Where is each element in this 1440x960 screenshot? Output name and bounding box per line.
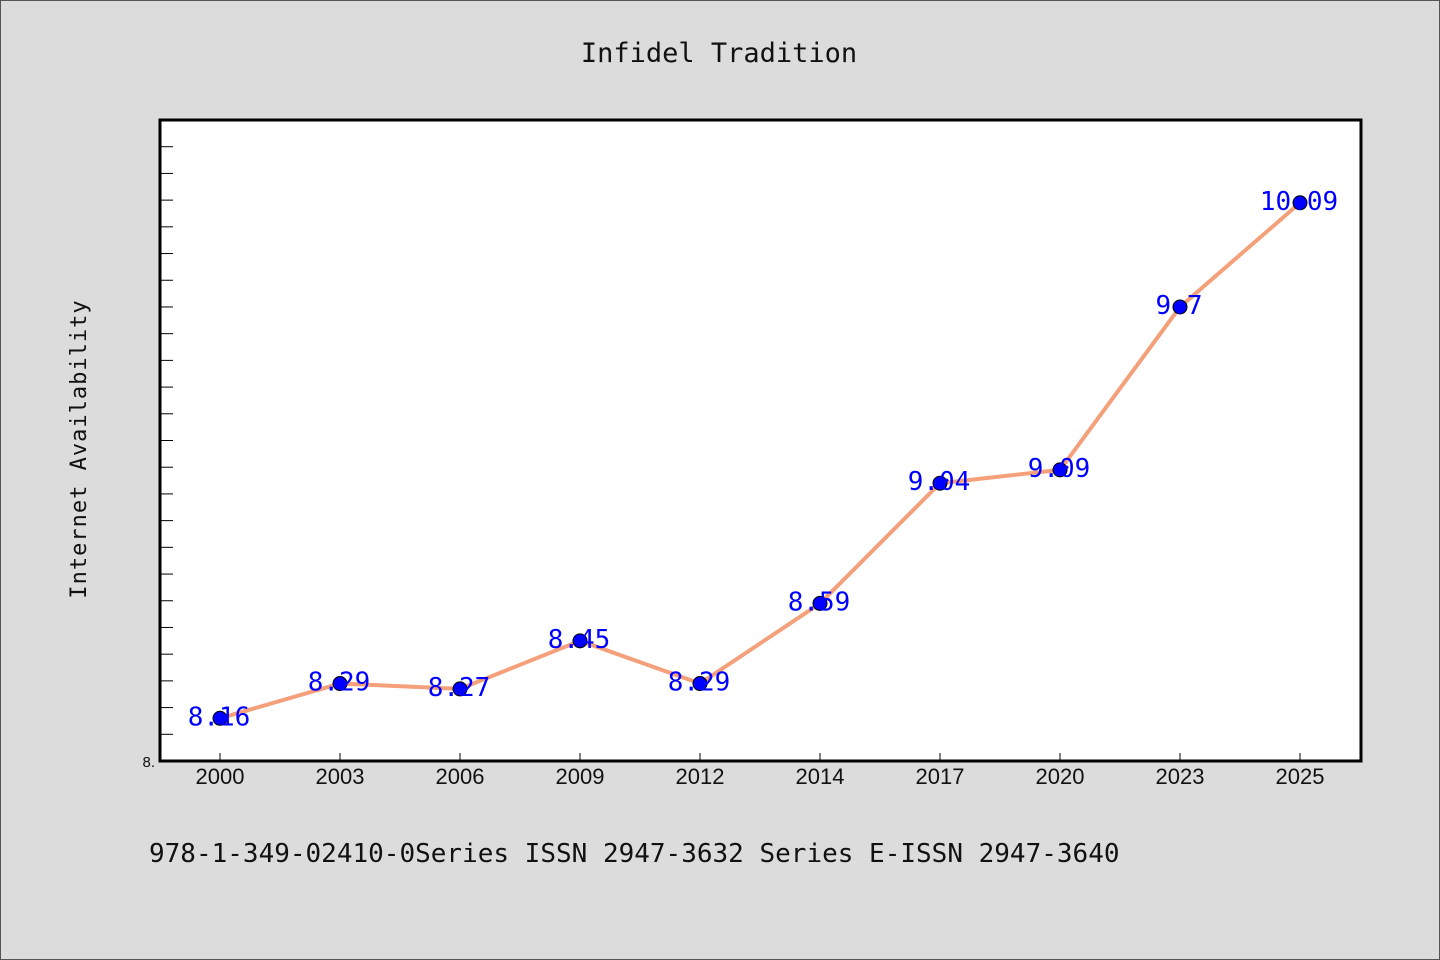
- y-axis-ticks: [160, 146, 173, 735]
- x-tick-label: 2017: [916, 764, 965, 789]
- data-labels: 8.16 8.29 8.27 8.45 8.29 8.59 9.04 9.09 9.7 10.09: [188, 187, 1338, 732]
- x-tick-label: 2020: [1036, 764, 1085, 789]
- data-label: 8.16: [188, 702, 251, 732]
- data-label: 10.09: [1260, 187, 1338, 217]
- data-point: [932, 475, 948, 491]
- data-label: 9.04: [908, 467, 971, 497]
- y-axis-label: Internet Availability: [67, 299, 92, 598]
- data-point: [1292, 195, 1308, 211]
- y-axis-min-label: 8.: [142, 754, 155, 771]
- x-tick-label: 2023: [1156, 764, 1205, 789]
- plot-area: [158, 118, 1363, 763]
- x-tick-label: 2025: [1276, 764, 1325, 789]
- data-point: [452, 681, 468, 697]
- data-label: 8.29: [308, 668, 371, 698]
- data-label: 8.27: [428, 673, 491, 703]
- x-tick-label: 2000: [196, 764, 245, 789]
- chart-title: Infidel Tradition: [581, 38, 857, 69]
- data-point: [1172, 299, 1188, 315]
- data-label: 8.45: [548, 625, 611, 655]
- data-label: 9.09: [1028, 454, 1091, 484]
- data-label: 8.59: [788, 587, 851, 617]
- x-tick-label: 2009: [556, 764, 605, 789]
- data-label: 8.29: [668, 668, 731, 698]
- data-point: [572, 633, 588, 649]
- series-line: [219, 201, 1302, 721]
- x-tick-label: 2012: [676, 764, 725, 789]
- data-label: 9.7: [1156, 291, 1203, 321]
- x-tick-label: 2014: [796, 764, 845, 789]
- series-0: [212, 195, 1308, 726]
- data-point: [1052, 462, 1068, 478]
- data-point: [812, 595, 828, 611]
- x-tick-label: 2003: [316, 764, 365, 789]
- data-point: [212, 710, 228, 726]
- data-point: [692, 676, 708, 692]
- data-point: [332, 676, 348, 692]
- x-axis-ticks: 2000 2003 2006 2009 2012 2014 2017 2020 2023 2025: [196, 753, 1325, 789]
- x-tick-label: 2006: [436, 764, 485, 789]
- footer-isbn-text: 978-1-349-02410-0Series ISSN 2947-3632 S…: [149, 839, 1120, 869]
